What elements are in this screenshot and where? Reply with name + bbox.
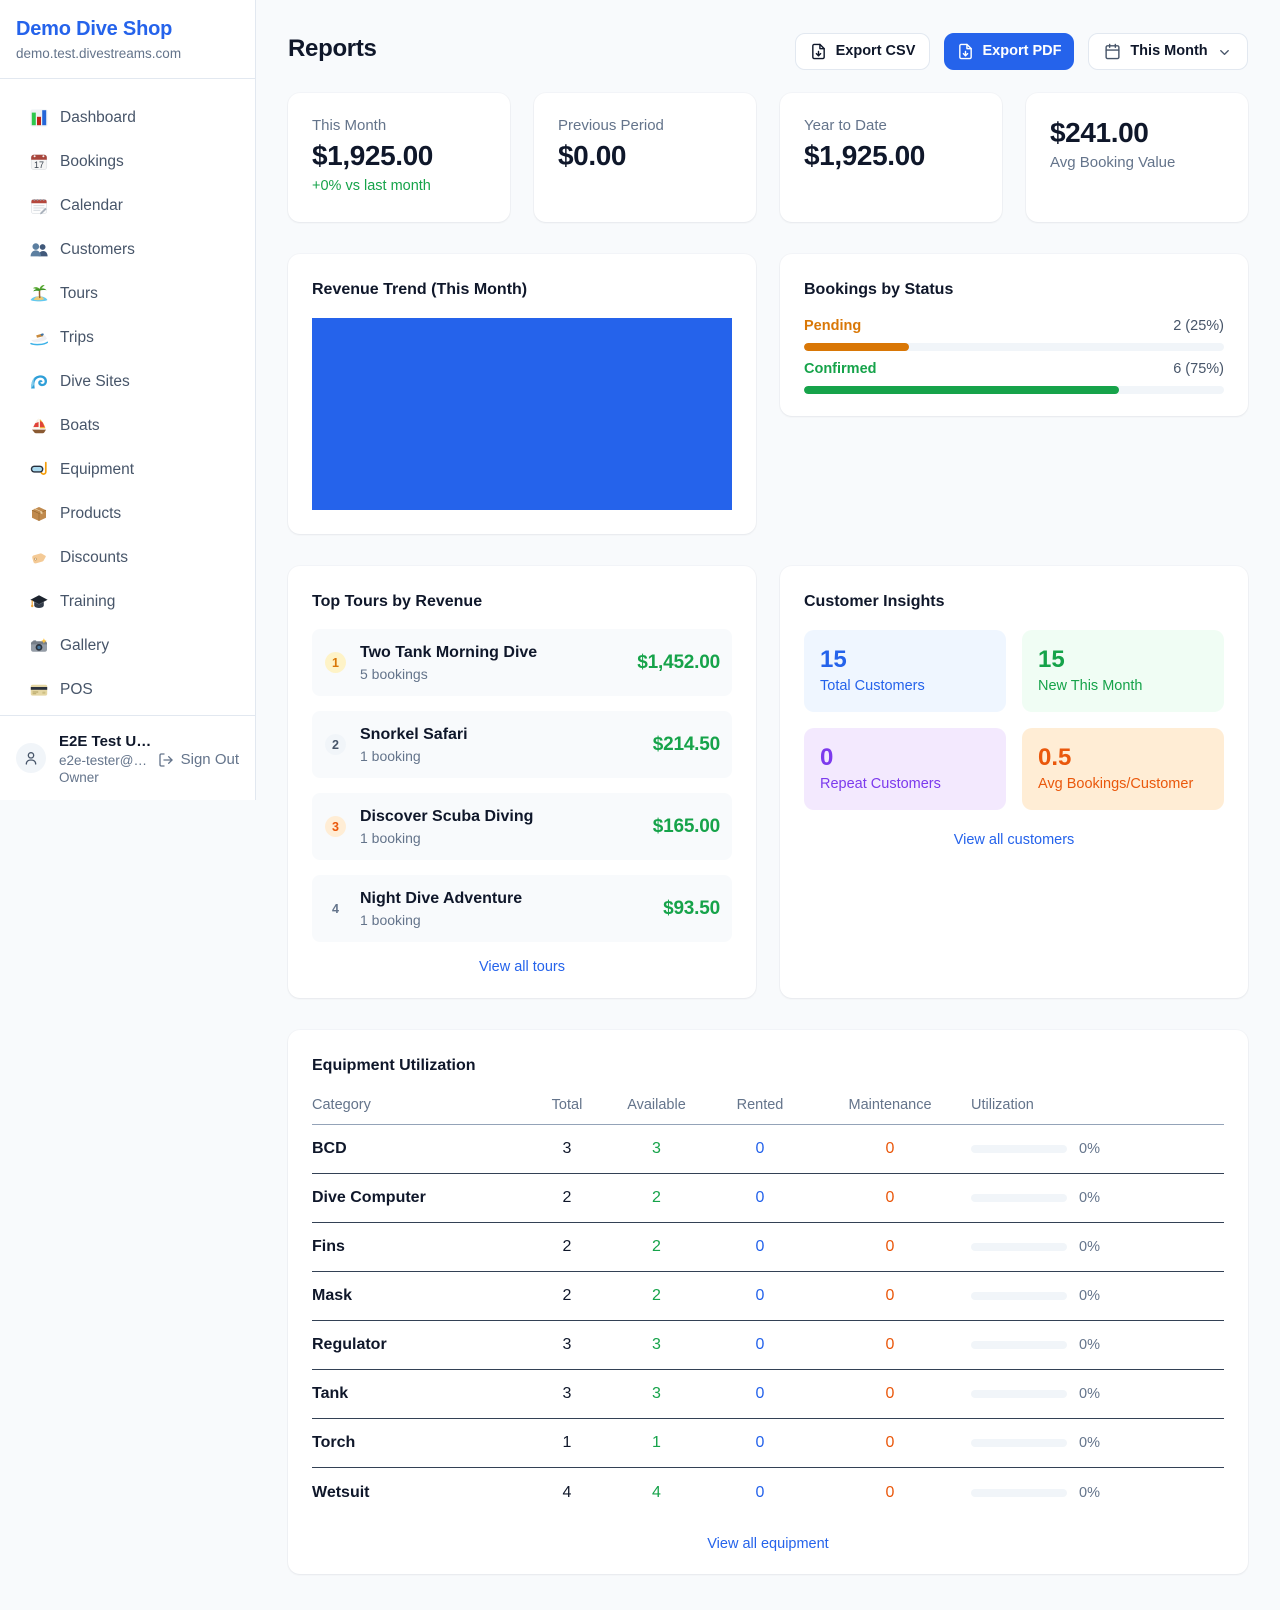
svg-text:17: 17	[34, 160, 44, 170]
